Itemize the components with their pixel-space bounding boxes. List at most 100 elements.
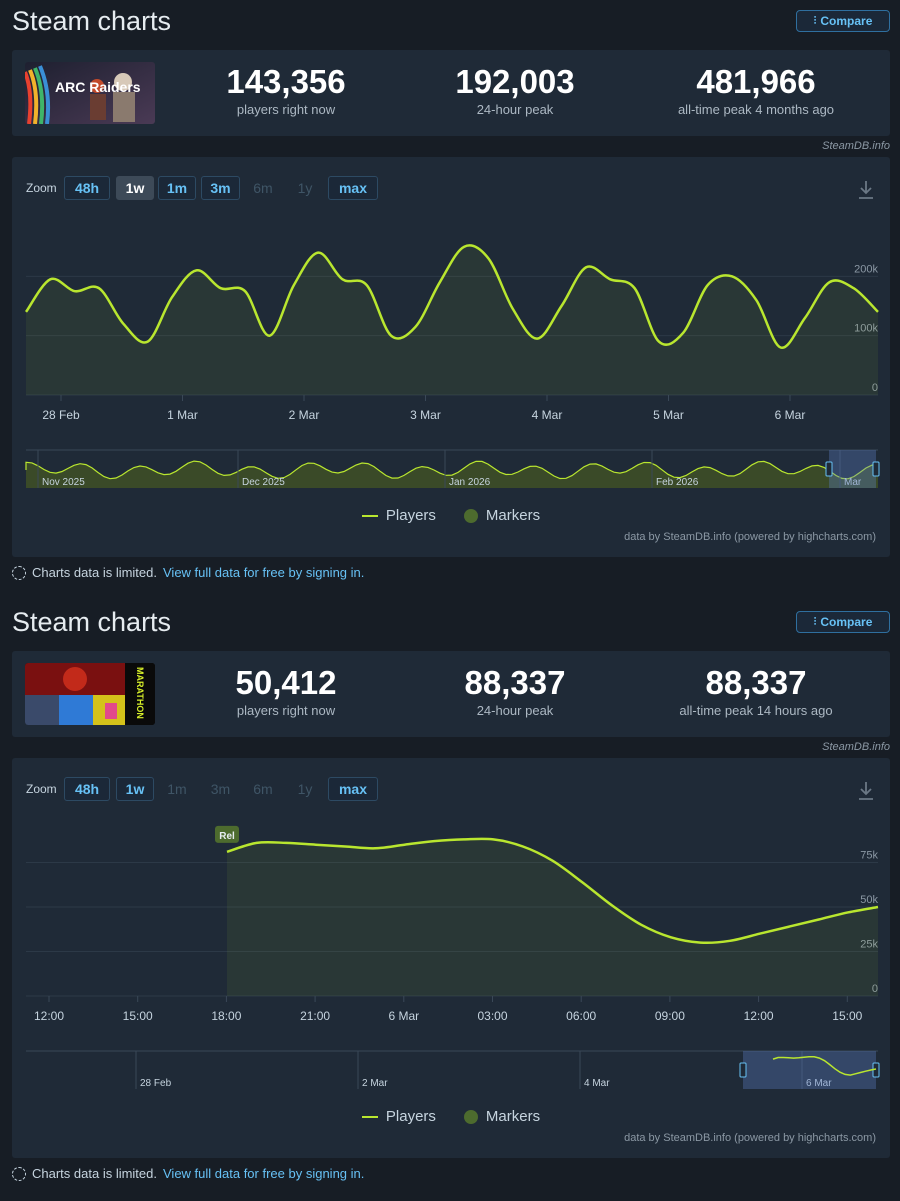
navigator-handle xyxy=(739,1062,747,1078)
data-point xyxy=(226,851,228,853)
x-tick-label: 12:00 xyxy=(34,1009,64,1023)
compare-label: Compare xyxy=(820,615,873,629)
download-icon[interactable] xyxy=(856,780,876,802)
data-point xyxy=(729,940,731,942)
series-line-players xyxy=(24,244,879,349)
data-point xyxy=(758,933,760,935)
steam-charts-section-marathon: Steam charts ⫶ Compare MARATHON 50,412 p… xyxy=(0,601,900,1201)
section-title: Steam charts xyxy=(12,6,172,36)
data-point xyxy=(147,340,149,342)
x-tick-label: 28 Feb xyxy=(42,408,80,422)
navigator-label: Feb 2026 xyxy=(656,477,699,488)
zoom-label: Zoom xyxy=(26,181,57,195)
data-point xyxy=(779,346,781,348)
legend-markers[interactable]: Markers xyxy=(463,507,540,524)
compare-button[interactable]: ⫶ Compare xyxy=(796,611,890,633)
release-marker xyxy=(215,825,239,843)
data-point xyxy=(755,299,757,301)
zoom-1w-button[interactable]: 1w xyxy=(116,176,154,200)
zoom-1m-button[interactable]: 1m xyxy=(158,176,196,200)
stat-label: 24-hour peak xyxy=(476,703,554,718)
data-point xyxy=(220,287,222,289)
data-point xyxy=(463,838,465,840)
loading-circle-icon xyxy=(12,1166,26,1181)
navigator-handle xyxy=(825,461,833,477)
data-point xyxy=(512,308,514,310)
data-point xyxy=(581,881,583,883)
steamdb-credit[interactable]: SteamDB.info xyxy=(822,741,890,753)
x-tick-label: 09:00 xyxy=(655,1009,685,1023)
player-chart[interactable]: 0 100k 200k 28 Feb 1 Mar 2 Mar 3 Mar 4 Mar 5 Mar… xyxy=(12,157,890,497)
data-point xyxy=(317,251,319,253)
x-tick-label: 15:00 xyxy=(123,1009,153,1023)
x-tick-label: 06:00 xyxy=(566,1009,596,1023)
navigator-label: 6 Mar xyxy=(806,1078,832,1089)
data-point xyxy=(122,323,124,325)
x-tick-label: 5 Mar xyxy=(653,408,684,422)
navigator-line xyxy=(772,1056,877,1076)
compare-icon: ⫶ xyxy=(813,615,817,628)
data-point xyxy=(828,281,830,283)
stat-current: 143,356 players right now xyxy=(166,63,406,118)
data-point xyxy=(560,305,562,307)
highcharts-credit[interactable]: data by SteamDB.info (powered by highcha… xyxy=(624,531,876,543)
game-thumbnail[interactable]: ARC Raiders xyxy=(25,62,155,124)
zoom-48h-button[interactable]: 48h xyxy=(64,176,110,200)
stat-alltime-peak: 481,966 all-time peak 4 months ago xyxy=(636,63,876,118)
data-point xyxy=(731,275,733,277)
y-tick-label: 200k xyxy=(854,263,878,275)
chart-legend: Players Markers xyxy=(12,507,890,524)
data-point xyxy=(49,278,51,280)
stat-label: all-time peak 4 months ago xyxy=(677,102,835,117)
compare-button[interactable]: ⫶ Compare xyxy=(796,10,890,32)
stat-24h-peak: 192,003 24-hour peak xyxy=(395,64,635,118)
highcharts-credit[interactable]: data by SteamDB.info (powered by highcha… xyxy=(624,1132,876,1144)
stat-value: 143,356 xyxy=(226,63,346,100)
data-point xyxy=(610,904,612,906)
data-point xyxy=(403,844,405,846)
data-point xyxy=(670,936,672,938)
sign-in-link[interactable]: View full data for free by signing in. xyxy=(163,565,365,580)
series-area xyxy=(227,838,878,996)
game-thumbnail[interactable]: MARATHON xyxy=(25,663,155,725)
navigator-handle xyxy=(872,461,880,477)
stat-value: 481,966 xyxy=(696,63,816,100)
data-point xyxy=(522,845,524,847)
release-marker-label: Rel xyxy=(219,831,235,842)
legend-players[interactable]: Players xyxy=(361,1108,436,1125)
x-tick-label: 6 Mar xyxy=(775,408,806,422)
data-point xyxy=(536,337,538,339)
y-tick-label: 0 xyxy=(872,382,878,394)
zoom-1y-button: 1y xyxy=(297,781,313,797)
x-tick-label: 03:00 xyxy=(477,1009,507,1023)
data-point xyxy=(73,290,75,292)
download-icon[interactable] xyxy=(856,179,876,201)
data-point xyxy=(804,317,806,319)
sign-in-link[interactable]: View full data for free by signing in. xyxy=(163,1166,365,1181)
x-tick-label: 6 Mar xyxy=(388,1009,419,1023)
limited-notice: Charts data is limited. View full data f… xyxy=(12,1166,364,1181)
legend-players-label: Players xyxy=(385,1108,436,1125)
zoom-1w-button[interactable]: 1w xyxy=(116,777,154,801)
compare-label: Compare xyxy=(820,14,873,28)
data-point xyxy=(633,287,635,289)
zoom-1m-button: 1m xyxy=(167,781,187,797)
data-point xyxy=(414,326,416,328)
zoom-max-button[interactable]: max xyxy=(328,777,378,801)
data-point xyxy=(852,287,854,289)
zoom-3m-button[interactable]: 3m xyxy=(201,176,240,200)
data-point xyxy=(285,842,287,844)
legend-players[interactable]: Players xyxy=(361,507,436,524)
x-tick-label: 21:00 xyxy=(300,1009,330,1023)
legend-markers[interactable]: Markers xyxy=(463,1108,540,1125)
zoom-max-button[interactable]: max xyxy=(328,176,378,200)
data-point xyxy=(706,284,708,286)
player-chart[interactable]: 0 25k 50k 75k 12:00 15:00 18:00 21:00 6 Mar 03:00… xyxy=(12,758,890,1098)
zoom-48h-button[interactable]: 48h xyxy=(64,777,110,801)
data-point xyxy=(255,842,257,844)
zoom-3m-button: 3m xyxy=(210,781,231,797)
steamdb-credit[interactable]: SteamDB.info xyxy=(822,140,890,152)
stat-label: 24-hour peak xyxy=(476,102,554,117)
navigator-selection xyxy=(829,450,876,488)
y-tick-label: 0 xyxy=(872,983,878,995)
